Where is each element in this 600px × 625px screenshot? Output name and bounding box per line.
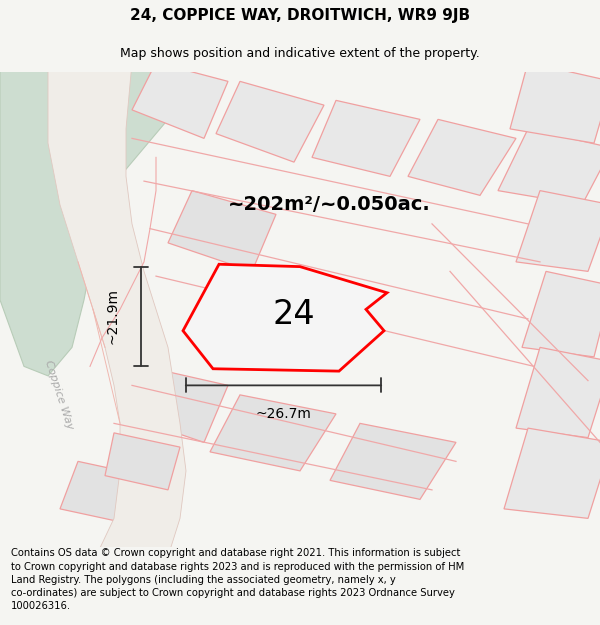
Polygon shape <box>216 81 324 162</box>
Text: Map shows position and indicative extent of the property.: Map shows position and indicative extent… <box>120 48 480 61</box>
Polygon shape <box>510 62 600 143</box>
Polygon shape <box>504 428 600 518</box>
Polygon shape <box>498 129 600 205</box>
Polygon shape <box>516 348 600 438</box>
Polygon shape <box>408 119 516 196</box>
Text: Contains OS data © Crown copyright and database right 2021. This information is : Contains OS data © Crown copyright and d… <box>11 549 464 611</box>
Polygon shape <box>132 62 228 138</box>
Polygon shape <box>183 264 387 371</box>
Text: 24, COPPICE WAY, DROITWICH, WR9 9JB: 24, COPPICE WAY, DROITWICH, WR9 9JB <box>130 8 470 23</box>
Polygon shape <box>330 423 456 499</box>
Text: Coppice Way: Coppice Way <box>43 359 75 431</box>
Text: ~21.9m: ~21.9m <box>105 289 119 344</box>
Polygon shape <box>522 271 600 357</box>
Polygon shape <box>516 191 600 271</box>
Polygon shape <box>0 62 168 376</box>
Polygon shape <box>60 461 144 523</box>
Polygon shape <box>312 101 420 176</box>
Polygon shape <box>48 62 186 556</box>
Polygon shape <box>105 433 180 490</box>
Text: ~26.7m: ~26.7m <box>256 407 311 421</box>
Polygon shape <box>120 366 228 442</box>
Text: ~202m²/~0.050ac.: ~202m²/~0.050ac. <box>228 196 431 214</box>
Text: 24: 24 <box>272 298 316 331</box>
Polygon shape <box>210 395 336 471</box>
Polygon shape <box>168 191 276 271</box>
